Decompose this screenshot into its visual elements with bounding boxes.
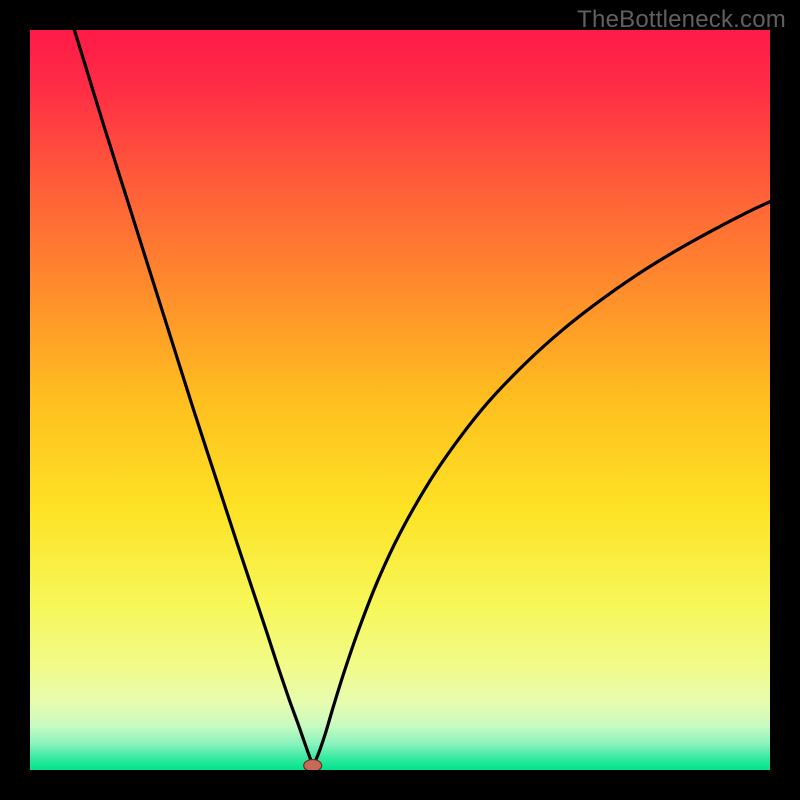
chart-frame: TheBottleneck.com <box>0 0 800 800</box>
plot-area <box>30 30 770 770</box>
gradient-background <box>30 30 770 770</box>
plot-svg <box>30 30 770 770</box>
optimum-marker <box>304 760 322 770</box>
